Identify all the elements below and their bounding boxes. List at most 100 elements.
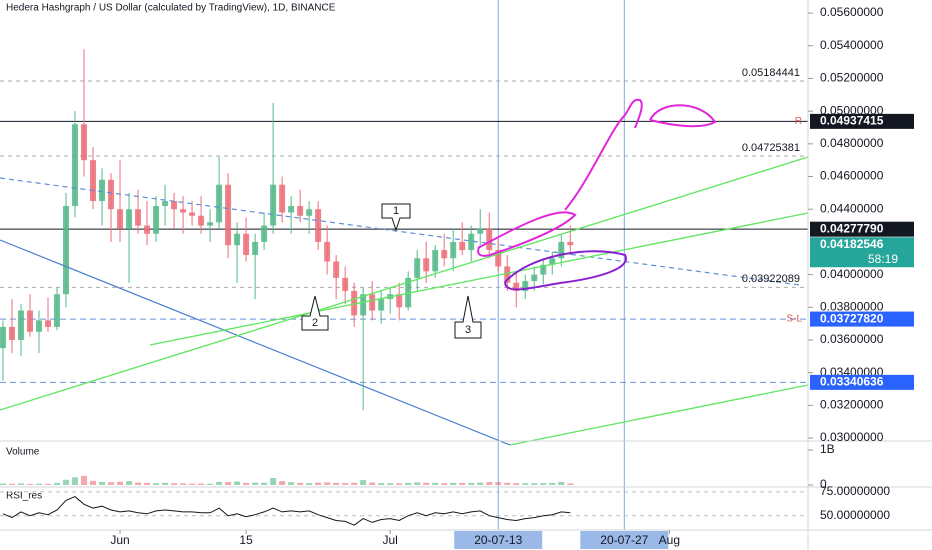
scribble: [477, 98, 717, 257]
pane-title: Volume: [6, 447, 40, 458]
x-tick-label: Aug: [659, 533, 680, 547]
candle-body: [225, 184, 232, 246]
candle-body: [504, 266, 511, 283]
volume-bar: [324, 482, 331, 485]
candle-body: [0, 326, 6, 349]
candle-body: [162, 201, 169, 206]
candle-body: [198, 215, 205, 226]
channel-line: [0, 156, 809, 411]
volume-bar: [171, 483, 178, 485]
volume-bar: [396, 483, 403, 485]
volume-bar: [495, 482, 502, 485]
x-tick-label: Jun: [110, 533, 129, 547]
candle-body: [297, 205, 304, 216]
volume-bar: [432, 482, 439, 485]
candle-body: [324, 241, 331, 262]
candle-body: [17, 310, 24, 340]
candle-body: [189, 212, 196, 216]
candle-body: [468, 233, 475, 251]
chart-title: Hedera Hashgraph / US Dollar (calculated…: [6, 3, 336, 14]
candle-body: [477, 228, 484, 234]
y-tick-label: 0.05400000: [820, 38, 884, 52]
volume-bar: [189, 483, 196, 485]
volume-bar: [225, 482, 232, 485]
candle-body: [135, 209, 142, 226]
price-box: [810, 311, 914, 327]
channel-line: [509, 384, 809, 446]
volume-bar: [17, 483, 24, 485]
volume-bar: [513, 483, 520, 485]
volume-bar: [279, 481, 286, 485]
candle-body: [180, 209, 187, 213]
candle-body: [315, 209, 322, 242]
volume-bar: [252, 482, 259, 485]
candle-body: [126, 209, 133, 229]
y-tick-label: 0.05000000: [820, 103, 884, 117]
y-tick-label: 0: [820, 477, 827, 491]
candle-body: [216, 184, 223, 223]
y-tick-label: 0.03800000: [820, 299, 884, 313]
x-tick-label: 15: [239, 533, 253, 547]
volume-bar: [288, 482, 295, 485]
volume-bar: [306, 483, 313, 485]
candle-body: [108, 179, 115, 210]
candle-body: [513, 282, 520, 291]
volume-bar: [333, 482, 340, 485]
volume-bar: [180, 483, 187, 485]
volume-bar: [351, 482, 358, 485]
volume-bar: [468, 482, 475, 485]
candle-body: [207, 222, 214, 226]
candle-body: [567, 241, 574, 246]
volume-bar: [459, 482, 466, 485]
volume-bar: [540, 483, 547, 485]
volume-bar: [405, 482, 412, 485]
candle-body: [558, 241, 565, 259]
volume-bar: [567, 483, 574, 485]
volume-bar: [486, 482, 493, 485]
price-box: [810, 374, 914, 390]
volume-bar: [270, 478, 277, 485]
volume-bar: [504, 482, 511, 485]
candle-body: [8, 326, 15, 340]
volume-bar: [135, 482, 142, 485]
volume-bar: [126, 481, 133, 485]
volume-bar: [63, 479, 70, 485]
volume-bar: [234, 481, 241, 485]
volume-bar: [369, 482, 376, 485]
candle-body: [117, 209, 124, 229]
x-tick-label: 20-07-13: [474, 533, 522, 547]
volume-bar: [243, 482, 250, 485]
y-tick-label: 0.03200000: [820, 398, 884, 412]
candle-body: [26, 310, 33, 332]
volume-bar: [378, 483, 385, 485]
volume-bar: [72, 477, 79, 485]
rsi-line: [2, 496, 571, 526]
volume-bar: [441, 483, 448, 485]
volume-bar: [0, 483, 6, 485]
candle-body: [35, 320, 42, 332]
volume-bar: [90, 480, 97, 485]
level-label: 0.04725381: [742, 142, 800, 154]
price-label: 0.04277790: [820, 221, 884, 235]
volume-bar: [153, 483, 160, 485]
candle-body: [144, 225, 151, 234]
volume-bar: [162, 482, 169, 485]
price-label: 0.04937415: [820, 114, 884, 128]
y-tick-label: 1B: [820, 442, 835, 456]
candle-body: [531, 274, 538, 282]
candle-body: [459, 241, 466, 251]
candle-body: [90, 160, 97, 202]
volume-bar: [558, 481, 565, 485]
candle-body: [360, 294, 367, 316]
candle-body: [270, 184, 277, 226]
candle-body: [81, 124, 88, 161]
candle-body: [414, 258, 421, 278]
y-tick-label: 0.03600000: [820, 332, 884, 346]
level-tag: S-L: [786, 314, 802, 325]
level-label: 0.05184441: [742, 67, 800, 79]
level-label: 0.03922089: [742, 273, 800, 285]
candle-body: [243, 233, 250, 255]
volume-bar: [54, 482, 61, 485]
candle-body: [540, 264, 547, 275]
